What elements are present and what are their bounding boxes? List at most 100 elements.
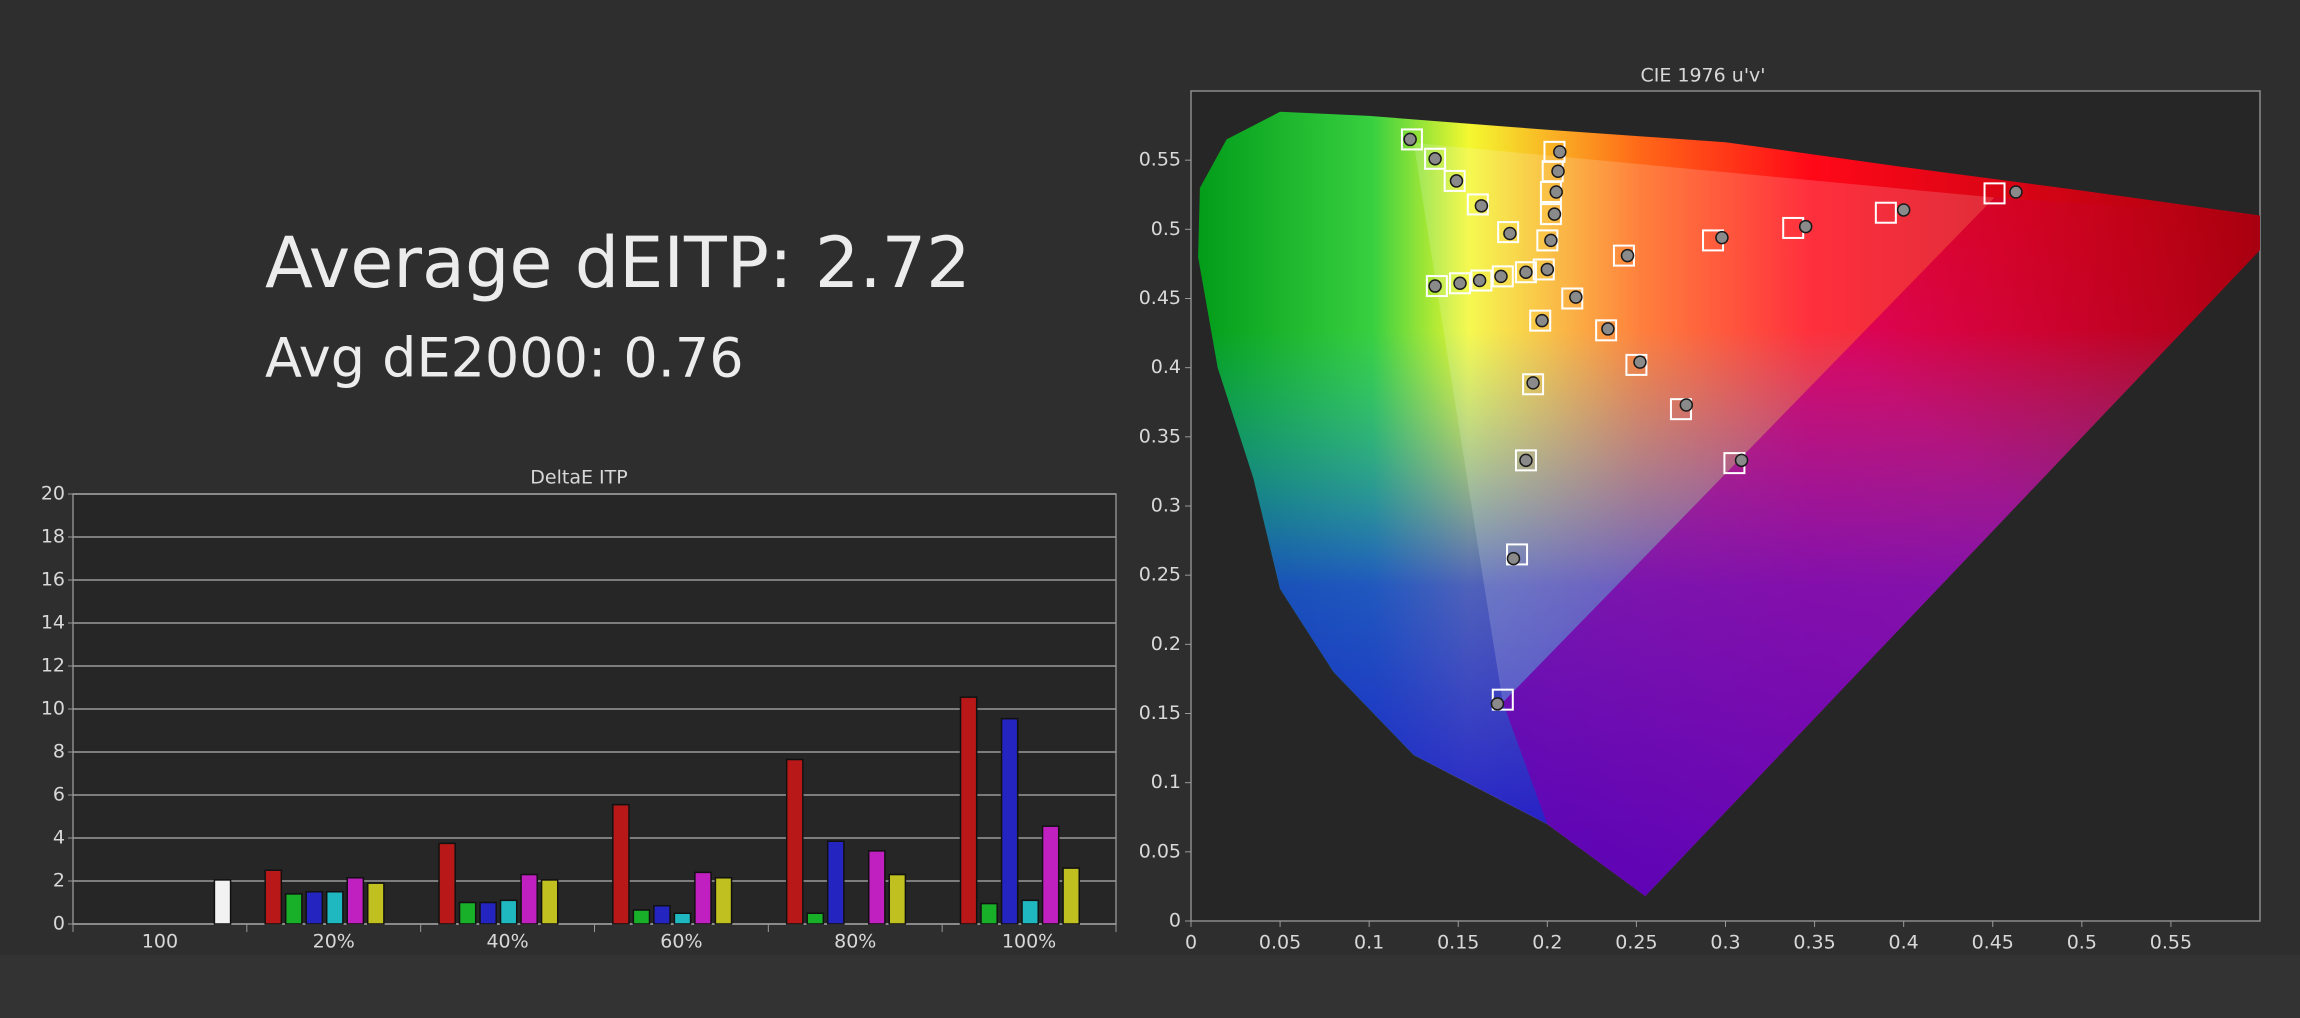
x-tick-label: 0.2	[1532, 932, 1562, 954]
y-tick-label: 0.5	[1151, 218, 1181, 240]
measured-marker	[1535, 313, 1549, 328]
measured-marker	[1633, 355, 1647, 369]
target-marker	[1506, 543, 1529, 566]
bar	[714, 877, 733, 925]
measured-marker	[1540, 262, 1555, 277]
measured-marker	[1620, 248, 1635, 263]
bar	[653, 904, 671, 925]
measured-marker	[1428, 279, 1442, 293]
spectral-locus	[1198, 111, 2260, 897]
measured-marker	[1553, 145, 1567, 159]
bar	[438, 842, 456, 925]
measured-marker	[1679, 398, 1694, 412]
measured-marker	[1472, 273, 1487, 288]
measured-marker	[1798, 219, 1813, 234]
bar	[959, 696, 978, 925]
measured-marker	[1494, 269, 1508, 284]
bar	[458, 901, 477, 925]
target-marker	[1874, 201, 1897, 224]
y-tick-label: 14	[41, 612, 65, 634]
target-marker	[1425, 275, 1448, 298]
target-marker	[1449, 272, 1472, 295]
target-marker	[1625, 353, 1648, 376]
y-tick-label: 0.35	[1139, 425, 1181, 447]
measured-marker	[1601, 322, 1615, 336]
y-tick-label: 16	[41, 569, 65, 591]
bar	[612, 803, 630, 925]
bar	[479, 901, 497, 925]
bar	[980, 902, 998, 925]
measured-marker	[1544, 233, 1558, 248]
bar	[694, 871, 712, 925]
y-tick-label: 0	[1169, 910, 1181, 932]
x-tick-label: 0.3	[1710, 932, 1740, 954]
target-marker	[1400, 128, 1423, 151]
x-tick-label: 100	[142, 931, 178, 953]
y-tick-label: 0.25	[1139, 564, 1181, 586]
bar	[346, 877, 365, 925]
target-marker	[1514, 261, 1537, 284]
y-tick-label: 0.4	[1151, 356, 1181, 378]
y-tick-label: 0.2	[1151, 633, 1181, 655]
bar	[284, 893, 303, 925]
y-tick-label: 10	[41, 698, 65, 720]
bar	[499, 899, 518, 925]
x-tick-label: 0.15	[1437, 932, 1479, 954]
bar	[305, 891, 324, 925]
y-tick-label: 8	[53, 741, 65, 763]
measured-marker	[1569, 290, 1583, 304]
x-tick-label: 0.5	[2067, 932, 2097, 954]
bar	[325, 891, 344, 925]
x-tick-label: 0.45	[1972, 932, 2014, 954]
x-tick-label: 40%	[486, 931, 528, 953]
y-tick-label: 0.05	[1139, 840, 1181, 862]
x-tick-label: 0.35	[1793, 932, 1835, 954]
measured-marker	[1547, 207, 1562, 221]
measured-marker	[1734, 453, 1749, 468]
points	[1400, 128, 2023, 711]
y-tick-label: 2	[53, 870, 65, 892]
bar	[366, 882, 385, 925]
target-marker	[1470, 269, 1493, 292]
cie-chart-title: CIE 1976 u'v'	[1640, 65, 1765, 87]
y-tick-label: 0.55	[1139, 149, 1181, 171]
bar	[1000, 717, 1019, 925]
x-tick-label: 0.25	[1615, 932, 1657, 954]
bar	[1041, 825, 1060, 925]
y-tick-label: 4	[53, 827, 65, 849]
bar	[520, 873, 538, 925]
avg-de2000: Avg dE2000: 0.76	[265, 327, 744, 390]
target-marker	[1983, 182, 2006, 205]
bar	[888, 873, 907, 925]
measured-marker	[1453, 276, 1467, 291]
target-marker	[1514, 449, 1537, 472]
target-marker	[1424, 147, 1447, 170]
measured-marker	[1549, 185, 1563, 199]
bar	[632, 909, 651, 925]
measured-marker	[1896, 203, 1911, 217]
y-tick-label: 0.3	[1151, 495, 1181, 517]
bar	[673, 912, 692, 925]
measured-marker	[1506, 551, 1521, 566]
measured-marker	[2009, 185, 2023, 199]
y-tick-label: 0.1	[1151, 771, 1181, 793]
bar	[264, 869, 283, 925]
bar	[826, 840, 845, 925]
measured-marker	[1519, 453, 1533, 468]
footer-strip	[0, 955, 2300, 1018]
target-marker	[1491, 265, 1514, 288]
y-tick-label: 6	[53, 784, 65, 806]
gamut-triangle	[1413, 142, 1995, 703]
measured-marker	[1715, 230, 1729, 245]
target-marker	[1497, 221, 1520, 244]
bar	[785, 758, 804, 925]
x-tick-label: 80%	[834, 931, 876, 953]
measured-marker	[1551, 164, 1565, 178]
y-tick-label: 12	[41, 655, 65, 677]
x-tick-label: 100%	[1002, 931, 1056, 953]
bar	[213, 879, 232, 925]
measured-marker	[1503, 226, 1517, 241]
measured-marker	[1519, 265, 1533, 279]
x-tick-label: 0.05	[1259, 932, 1301, 954]
